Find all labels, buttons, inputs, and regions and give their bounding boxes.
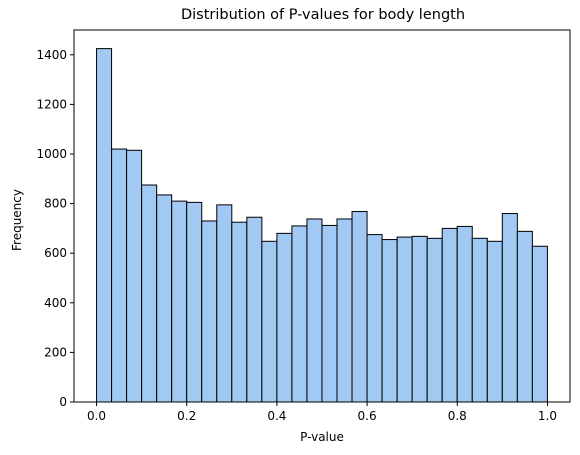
y-tick-label: 1400 [36,48,67,62]
x-axis-ticks: 0.0 0.2 0.4 0.6 0.8 1.0 [87,402,557,423]
histogram-bar [201,220,218,403]
chart-title: Distribution of P-values for body length [181,7,465,23]
y-tick-label: 1000 [36,147,67,161]
x-tick-label: 0.8 [448,409,467,423]
histogram-bar [141,184,158,403]
y-tick-label: 400 [44,296,67,310]
histogram-bar [381,239,398,403]
histogram-bar [456,225,473,403]
histogram-bar [366,234,383,403]
histogram-bar [516,230,533,403]
histogram-bar [306,218,323,403]
x-tick-label: 1.0 [538,409,557,423]
x-tick-label: 0.4 [267,409,286,423]
histogram-bar [111,148,128,403]
histogram-bar [171,200,188,403]
histogram-bar [261,240,278,403]
histogram-bar [441,227,458,403]
histogram-bar [351,211,368,403]
histogram-bar [336,218,353,403]
histogram-bar [216,204,233,403]
y-tick-label: 1200 [36,97,67,111]
histogram-bar [276,232,293,403]
y-axis-label: Frequency [10,189,24,251]
x-tick-label: 0.0 [87,409,106,423]
histogram-bar [396,236,413,403]
plot-frame [73,29,571,403]
histogram-bar [531,245,548,403]
histogram-bar [186,201,203,403]
y-axis-ticks: 0 200 400 600 800 1000 1200 1400 [36,48,74,409]
histogram-bar [411,235,428,403]
histogram-bar [246,216,263,403]
x-tick-label: 0.6 [358,409,377,423]
y-tick-label: 600 [44,246,67,260]
histogram-bar [96,48,113,403]
histogram-bar [291,225,308,403]
x-tick-label: 0.2 [177,409,196,423]
histogram-bar [126,149,143,403]
histogram-bar [156,194,173,403]
histogram-bar [426,237,443,403]
histogram-bar [501,213,518,403]
histogram-bar [486,240,503,403]
x-axis-label: P-value [300,430,344,444]
histogram-bar [471,237,488,403]
histogram-bar [231,221,248,403]
bars-group [96,48,548,403]
y-tick-label: 0 [59,395,67,409]
y-tick-label: 800 [44,197,67,211]
y-tick-label: 200 [44,345,67,359]
histogram-bar [321,224,338,403]
